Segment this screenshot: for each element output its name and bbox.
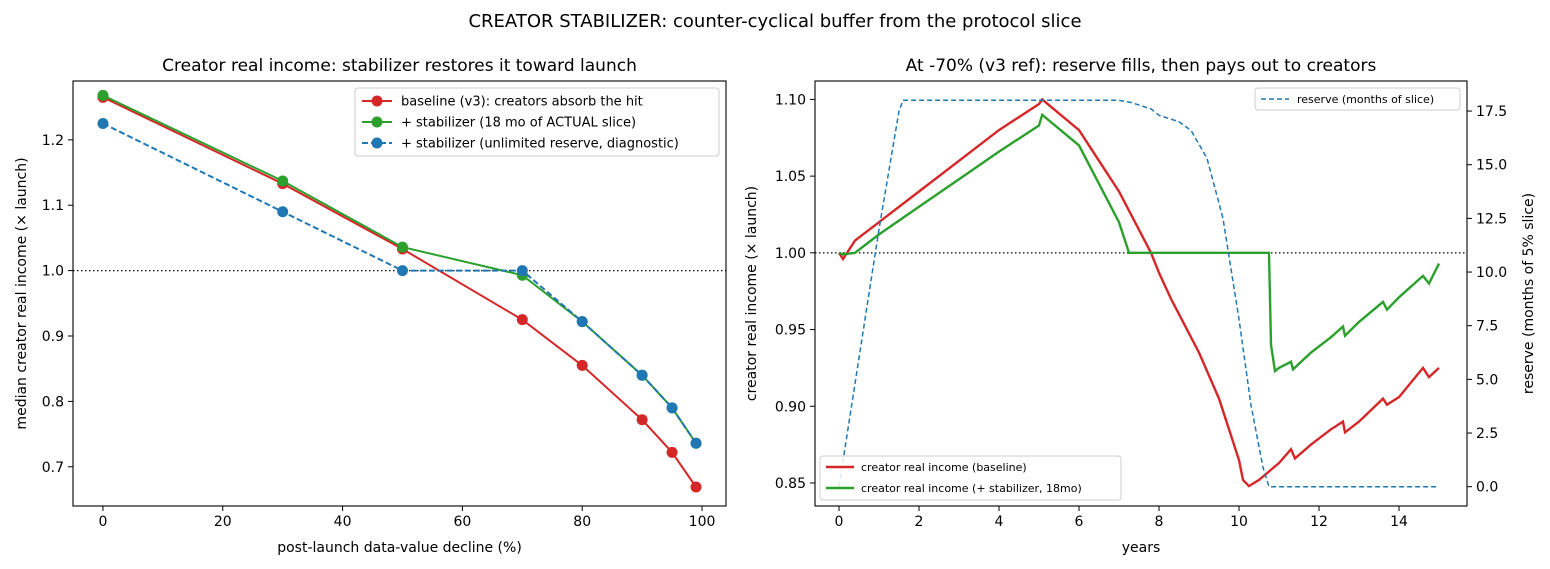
right-legend-top-box xyxy=(1254,87,1461,111)
right-legend-bottom: creator real income (baseline) creator re… xyxy=(819,455,1122,501)
left-legend-label-2: + stabilizer (unlimited reserve, diagnos… xyxy=(401,137,679,152)
right-secondary-y-tick-label: 7.5 xyxy=(1476,319,1498,335)
right-x-tick-label: 8 xyxy=(1155,514,1164,530)
left-y-tick-label: 0.9 xyxy=(42,329,64,345)
right-secondary-y-tick-label: 2.5 xyxy=(1476,426,1498,442)
left-y-tick-label: 1.1 xyxy=(42,198,64,214)
suptitle: CREATOR STABILIZER: counter-cyclical buf… xyxy=(468,11,1081,32)
right-chart-title: At -70% (v3 ref): reserve fills, then pa… xyxy=(906,56,1377,76)
left-series-0-point xyxy=(576,359,588,371)
right-legend-top: reserve (months of slice) xyxy=(1254,87,1461,111)
left-series-line-2 xyxy=(102,122,697,444)
left-legend: baseline (v3): creators absorb the hit + … xyxy=(354,87,720,157)
left-series-2-point xyxy=(576,316,588,328)
left-ticks: 0 20 40 60 80 100 0.7 0.8 0.9 1.0 1.1 1.2 xyxy=(42,133,716,530)
right-series-line-1 xyxy=(838,112,1441,374)
left-series-0-point xyxy=(516,314,528,326)
right-legend-label-1: creator real income (+ stabilizer, 18mo) xyxy=(861,482,1082,495)
left-y-tick-label: 1.0 xyxy=(42,264,64,280)
left-series-2-point xyxy=(636,369,648,381)
right-y-tick-label: 0.95 xyxy=(775,323,806,339)
left-series-1-point xyxy=(277,175,289,187)
right-legend-top-label-0: reserve (months of slice) xyxy=(1297,93,1434,106)
right-plot-area xyxy=(815,97,1467,488)
left-x-tick-label: 60 xyxy=(453,514,471,530)
left-series-2-point xyxy=(690,437,702,449)
left-series-0-point xyxy=(690,481,702,493)
left-x-tick-label: 0 xyxy=(98,514,107,530)
left-series-2-point xyxy=(396,265,408,277)
left-series-0-point xyxy=(636,414,648,426)
right-y-tick-label: 0.85 xyxy=(775,476,806,492)
left-series-2-point xyxy=(277,206,289,218)
left-legend-swatch-marker-1 xyxy=(371,116,383,128)
left-plot-area xyxy=(73,89,726,493)
right-legend-label-0: creator real income (baseline) xyxy=(861,461,1027,474)
right-x-tick-label: 12 xyxy=(1310,514,1328,530)
right-legend-top-items: reserve (months of slice) xyxy=(1261,93,1434,106)
left-legend-items: baseline (v3): creators absorb the hit + … xyxy=(362,95,679,152)
right-secondary-y-tick-label: 15.0 xyxy=(1476,158,1507,174)
right-x-tick-label: 14 xyxy=(1390,514,1408,530)
right-legend-bottom-box xyxy=(819,455,1122,501)
left-x-axis-label: post-launch data-value decline (%) xyxy=(277,540,522,556)
right-y-tick-label: 1.10 xyxy=(775,92,806,108)
right-secondary-y-tick-label: 5.0 xyxy=(1476,372,1498,388)
left-legend-swatch-marker-2 xyxy=(371,137,383,149)
left-x-tick-label: 100 xyxy=(689,514,716,530)
right-x-tick-label: 4 xyxy=(995,514,1004,530)
left-series-1-point xyxy=(396,241,408,253)
right-axes-frame xyxy=(814,80,1468,507)
left-chart-title: Creator real income: stabilizer restores… xyxy=(162,56,637,76)
left-series-2-point xyxy=(666,402,678,414)
left-legend-box xyxy=(354,87,720,157)
left-x-tick-label: 40 xyxy=(334,514,352,530)
right-y-tick-label: 0.90 xyxy=(775,399,806,415)
left-x-tick-label: 80 xyxy=(573,514,591,530)
right-y-tick-label: 1.00 xyxy=(775,246,806,262)
right-secondary-y-axis-label: reserve (months of 5% slice) xyxy=(1521,193,1537,394)
right-secondary-y-tick-label: 17.5 xyxy=(1476,104,1507,120)
right-secondary-y-tick-label: 10.0 xyxy=(1476,265,1507,281)
left-chart: 0 20 40 60 80 100 0.7 0.8 0.9 1.0 1.1 1.2 Creator r… xyxy=(14,56,727,556)
left-series-line-0 xyxy=(102,96,697,488)
left-y-tick-label: 0.7 xyxy=(42,460,64,476)
left-legend-label-0: baseline (v3): creators absorb the hit xyxy=(401,95,643,110)
left-x-tick-label: 20 xyxy=(214,514,232,530)
right-ticks: 0 2 4 6 8 10 12 14 0.85 0.90 0.95 1.00 1.05 1.10 0.0 2.… xyxy=(775,92,1507,530)
left-series-2-point xyxy=(516,265,528,277)
left-legend-swatch-marker-0 xyxy=(371,95,383,107)
left-axes-frame xyxy=(72,80,727,507)
right-x-axis-label: years xyxy=(1122,540,1161,556)
right-x-tick-label: 2 xyxy=(915,514,924,530)
right-x-tick-label: 10 xyxy=(1230,514,1248,530)
left-y-tick-label: 0.8 xyxy=(42,394,64,410)
left-series-1-point xyxy=(97,89,109,101)
right-y-axis-label: creator real income (× launch) xyxy=(744,186,760,401)
right-legend-bottom-items: creator real income (baseline) creator re… xyxy=(826,461,1082,495)
left-legend-label-1: + stabilizer (18 mo of ACTUAL slice) xyxy=(401,116,636,131)
left-y-tick-label: 1.2 xyxy=(42,133,64,149)
right-series-line-0 xyxy=(837,97,1440,488)
right-y-tick-label: 1.05 xyxy=(775,169,806,185)
left-y-axis-label: median creator real income (× launch) xyxy=(14,157,30,429)
right-series-line-2 xyxy=(838,99,1439,488)
right-x-tick-label: 6 xyxy=(1075,514,1084,530)
right-secondary-y-tick-label: 12.5 xyxy=(1476,211,1507,227)
right-chart: 0 2 4 6 8 10 12 14 0.85 0.90 0.95 1.00 1.05 1.10 0.0 2.… xyxy=(744,56,1537,556)
left-series-0-point xyxy=(666,446,678,458)
right-x-tick-label: 0 xyxy=(835,514,844,530)
right-secondary-y-tick-label: 0.0 xyxy=(1476,480,1498,496)
left-series-2-point xyxy=(97,118,109,129)
